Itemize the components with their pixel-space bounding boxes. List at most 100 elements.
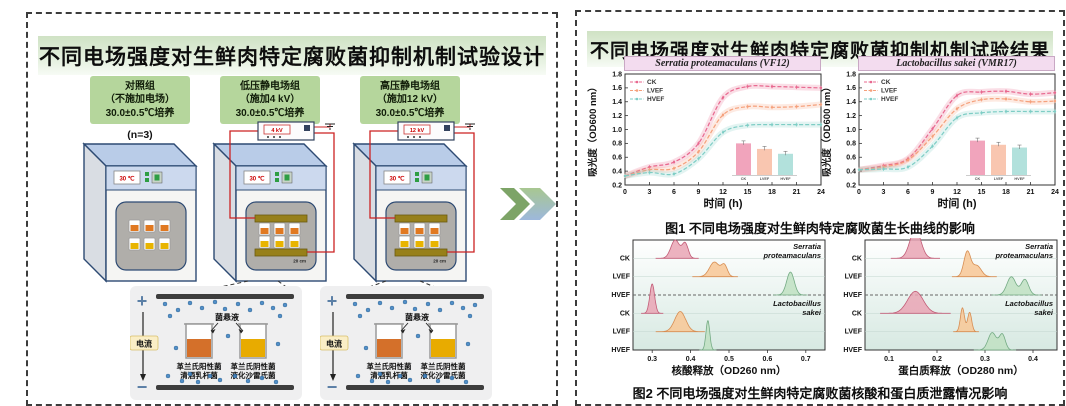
replicate-label: (n=3): [127, 129, 153, 141]
group-name: 低压静电场组: [240, 80, 300, 92]
species-label: Lactobacillus: [773, 299, 821, 308]
ion-dot: [385, 379, 391, 385]
beaker2-label: 革兰氏阴性菌: [231, 361, 276, 371]
x-tick-label: 9: [697, 189, 701, 196]
inset-bar-HVEF: [778, 153, 793, 175]
ion-dot: [270, 305, 276, 311]
x-tick-label: 6: [672, 189, 676, 196]
CK-curve: [858, 90, 1056, 171]
incubator-control: 30 ℃: [78, 118, 208, 286]
density-peak-CK: [880, 290, 951, 314]
density-peak-LVEF: [953, 307, 979, 333]
y-tick-label: 0.4: [846, 168, 856, 175]
row-label: LVEF: [613, 329, 631, 336]
species-label: sakei: [802, 308, 822, 317]
y-tick-label: 1.8: [846, 71, 856, 78]
ion-dot: [179, 378, 185, 384]
diagram-background: [130, 286, 302, 400]
ion-dot: [187, 300, 193, 306]
ion-dot: [463, 379, 469, 385]
x-axis-label: 时间 (h): [937, 196, 976, 210]
ion-dot: [422, 373, 428, 379]
ion-dot: [217, 377, 223, 383]
line-chart-svg: 0.2 0.4 0.6 0.8 1.0 1.2 1.4 1.6 1.8 0 3 6 9 12 15 18 21 2…: [587, 71, 825, 210]
suspension-label: 菌悬液: [215, 312, 239, 322]
ion-dot: [222, 306, 228, 312]
ion-dot: [357, 313, 363, 319]
ion-dot: [412, 306, 418, 312]
electric-field-diagram-right: + − 电流 菌悬液 革兰氏阳性菌 清酒乳杆菌 革兰氏阴性菌 液化沙雷氏菌: [319, 286, 492, 400]
incubator-hvef: 30 ℃ 20 cm 12 kV: [348, 118, 478, 286]
inset-bar-HVEF: [1012, 147, 1027, 175]
incubator-side-face: [213, 142, 237, 283]
beaker1-label: 革兰氏阳性菌: [177, 361, 222, 371]
inset-bar-label: HVEF: [1014, 177, 1025, 181]
group-temperature: 30.0±0.5℃培养: [235, 107, 305, 119]
electrode-plate-negative: [346, 385, 484, 390]
double-chevron-arrow-icon: [500, 188, 556, 220]
incubator-illustration: 30 ℃ 20 cm 4 kV: [212, 121, 335, 283]
x-tick-label: 0.6: [763, 356, 773, 363]
current-label: 电流: [326, 339, 342, 349]
y-tick-label: 1.6: [846, 85, 856, 92]
group-condition: （不施加电场）: [105, 94, 175, 106]
density-peak-HVEF: [773, 271, 808, 296]
inset-bar-label: HVEF: [780, 177, 791, 181]
ion-dot: [273, 379, 279, 385]
x-axis-label: 时间 (h): [703, 196, 742, 210]
ion-dot: [397, 373, 403, 379]
beaker2-label: 革兰氏阴性菌: [421, 361, 466, 371]
ion-dot: [212, 299, 218, 305]
y-tick-label: 0.8: [846, 141, 856, 148]
species-label: sakei: [1034, 308, 1054, 317]
group-box-lvef: 低压静电场组 （施加4 kV） 30.0±0.5℃培养: [220, 76, 320, 124]
plus-sign: +: [137, 291, 148, 311]
x-axis-label: 蛋白质释放（OD280 nm）: [898, 364, 1023, 377]
density-peak-LVEF: [692, 261, 738, 278]
legend-label: HVEF: [881, 96, 898, 103]
x-tick-label: 12: [953, 189, 961, 196]
row-label: LVEF: [613, 274, 631, 281]
results-panel: 不同电场强度对生鲜肉特定腐败菌抑制机制试验结果 Serratia proteam…: [575, 10, 1065, 406]
electrode-plate-bottom: [254, 248, 308, 257]
incubator-lvef: 30 ℃ 20 cm 4 kV: [208, 118, 338, 286]
electrode-plate-top: [254, 214, 308, 223]
group-temperature: 30.0±0.5℃培养: [375, 107, 445, 119]
growth-curve-plot: 0.2 0.4 0.6 0.8 1.0 1.2 1.4 1.6 1.8 0 3 6 9 12 15 18 21 2…: [819, 71, 1059, 223]
density-peak-LVEF: [951, 250, 997, 278]
density-peak-HVEF: [973, 332, 1017, 351]
ion-dot: [449, 300, 455, 306]
density-peak-CK: [641, 283, 664, 314]
row-label: HVEF: [843, 347, 862, 354]
voltage-display: [263, 124, 291, 135]
x-tick-label: 0.2: [932, 356, 942, 363]
ion-dot: [247, 307, 253, 313]
ion-dot: [165, 373, 171, 379]
x-tick-label: 9: [931, 189, 935, 196]
row-label: CK: [620, 255, 630, 262]
current-label-box: [129, 335, 159, 351]
design-panel: 不同电场强度对生鲜肉特定腐败菌抑制机制试验设计 对照组 （不施加电场） 30.0…: [26, 12, 558, 406]
ion-dot: [377, 300, 383, 306]
x-tick-label: 18: [1002, 189, 1010, 196]
x-tick-label: 18: [768, 189, 776, 196]
x-tick-label: 6: [906, 189, 910, 196]
x-tick-label: 0.7: [801, 356, 811, 363]
ridgeline-chart-od260: CK LVEF HVEF CK LVEF HVEF 0.3 0.4 0.5 0.6 0.7 核酸释放（…: [599, 238, 829, 380]
minus-sign: −: [327, 377, 338, 397]
species-label: proteamaculans: [994, 251, 1053, 260]
y-tick-label: 0.8: [612, 141, 622, 148]
voltage-display: [403, 124, 431, 135]
row-label: LVEF: [845, 274, 863, 281]
wire-left: [229, 130, 260, 219]
growth-curve-plot: 0.2 0.4 0.6 0.8 1.0 1.2 1.4 1.6 1.8 0 3 6 9 12 15 18 21 2…: [585, 71, 825, 223]
temperature-value: 30 ℃: [249, 176, 264, 183]
ion-dot: [259, 300, 265, 306]
electrode-plate-positive: [346, 294, 484, 299]
ion-dot: [282, 302, 288, 308]
ion-dot: [162, 301, 168, 307]
temperature-value: 30 ℃: [119, 176, 134, 183]
ion-dot: [407, 377, 413, 383]
y-tick-label: 0.2: [612, 182, 622, 189]
